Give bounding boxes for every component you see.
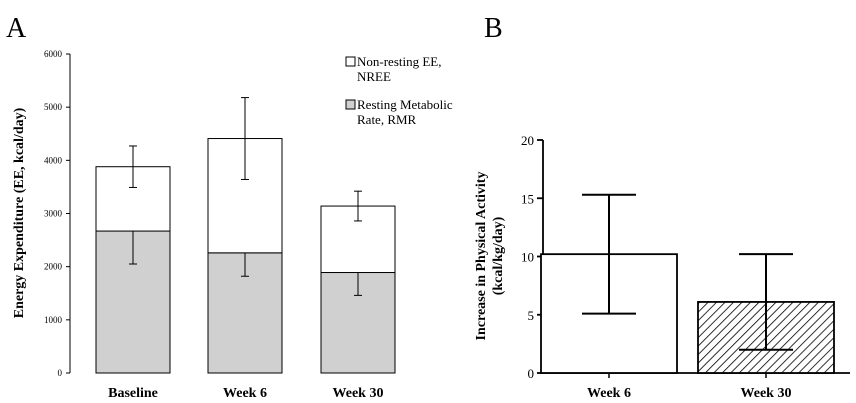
legend-label: NREE — [357, 69, 391, 84]
panel-a-y-tick-label: 4000 — [44, 155, 63, 165]
panel-a-y-tick-label: 3000 — [44, 209, 63, 219]
panel-a-y-tick-label: 0 — [58, 368, 63, 378]
panel-b-y-tick-label: 5 — [528, 308, 535, 323]
panel-a-y-tick-label: 1000 — [44, 315, 63, 325]
legend-label: Rate, RMR — [357, 112, 417, 127]
legend-label: Non-resting EE, — [357, 54, 441, 69]
panel-a-legend: Non-resting EE,NREE Resting MetabolicRate… — [345, 54, 453, 127]
legend-swatch — [345, 56, 356, 67]
panel-b-y-tick-label: 20 — [521, 133, 534, 148]
panel-a-bar-rmr — [320, 272, 396, 374]
panel-a-category-label: Week 30 — [333, 386, 384, 401]
legend-swatch — [345, 99, 356, 110]
panel-b-y-tick-label: 0 — [528, 366, 535, 381]
panel-b-category-label: Week 30 — [741, 386, 792, 401]
panel-a-category-label: Week 6 — [223, 386, 267, 401]
panel-a-y-tick-label: 2000 — [44, 262, 63, 272]
panel-b-label: B — [484, 13, 503, 44]
panel-a-chart: Energy Expenditure (EE, kcal/day) Non-re… — [12, 49, 453, 401]
panel-b-y-axis-title-line1: Increase in Physical Activity — [474, 172, 489, 341]
panel-b-y-axis-title-line2: (kcal/kg/day) — [491, 216, 506, 295]
panel-a-y-tick-label: 6000 — [44, 49, 63, 59]
panel-b-chart: Increase in Physical Activity (kcal/kg/d… — [474, 133, 850, 401]
panel-a-y-tick-label: 5000 — [44, 102, 63, 112]
panel-a-label: A — [6, 13, 27, 44]
panel-a-category-label: Baseline — [108, 386, 158, 401]
legend-label: Resting Metabolic — [357, 97, 453, 112]
panel-b-y-tick-label: 10 — [521, 250, 534, 265]
panel-b-y-tick-label: 15 — [521, 191, 534, 206]
panel-b-category-label: Week 6 — [587, 386, 631, 401]
panel-a-y-axis-title: Energy Expenditure (EE, kcal/day) — [12, 107, 27, 318]
